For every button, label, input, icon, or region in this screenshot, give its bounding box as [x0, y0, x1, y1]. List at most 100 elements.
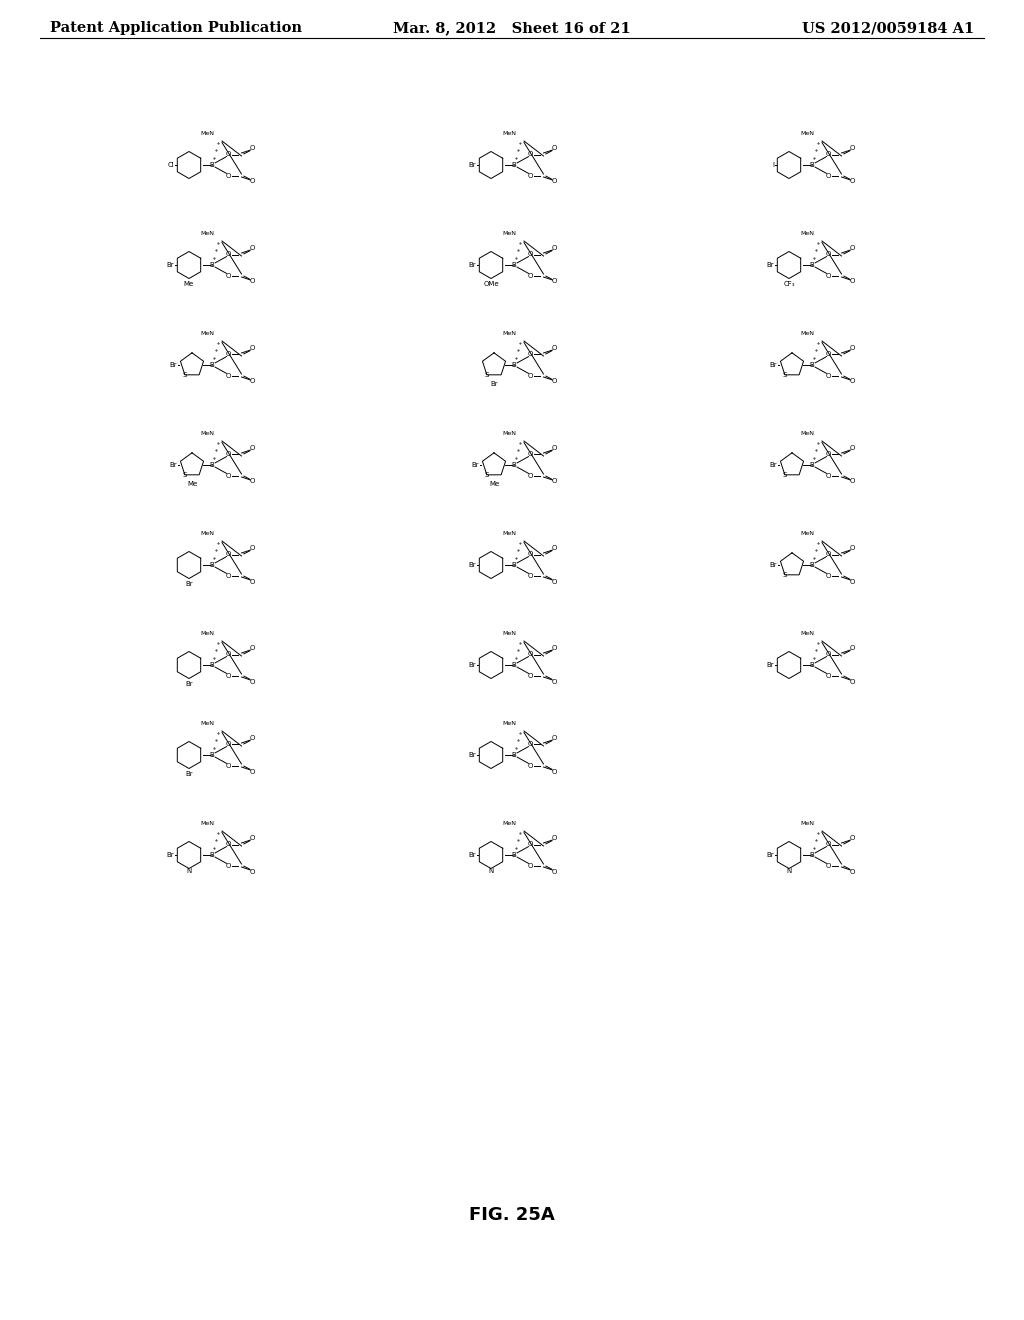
Text: B: B — [809, 663, 814, 668]
Text: O: O — [551, 346, 557, 351]
Text: O: O — [225, 842, 230, 847]
Text: O: O — [849, 379, 855, 384]
Text: MeN: MeN — [503, 721, 516, 726]
Text: Br: Br — [166, 261, 174, 268]
Text: B: B — [809, 162, 814, 168]
Text: O: O — [825, 473, 830, 479]
Text: Br: Br — [169, 462, 177, 469]
Text: O: O — [249, 836, 255, 842]
Text: B: B — [209, 663, 214, 668]
Text: US 2012/0059184 A1: US 2012/0059184 A1 — [802, 21, 974, 36]
Text: B: B — [209, 562, 214, 568]
Text: Br: Br — [468, 851, 476, 858]
Text: O: O — [849, 545, 855, 552]
Text: Br: Br — [766, 261, 774, 268]
Text: O: O — [225, 552, 230, 557]
Text: O: O — [849, 446, 855, 451]
Text: O: O — [849, 578, 855, 585]
Text: MeN: MeN — [503, 231, 516, 236]
Text: O: O — [849, 645, 855, 652]
Text: Br: Br — [769, 462, 777, 469]
Text: O: O — [225, 372, 230, 379]
Text: B: B — [511, 462, 516, 469]
Text: O: O — [249, 279, 255, 285]
Text: O: O — [825, 152, 830, 157]
Text: B: B — [809, 851, 814, 858]
Text: N: N — [488, 867, 494, 874]
Text: O: O — [249, 869, 255, 874]
Text: O: O — [551, 446, 557, 451]
Text: O: O — [527, 763, 532, 768]
Text: O: O — [825, 672, 830, 678]
Text: O: O — [249, 578, 255, 585]
Text: S: S — [182, 471, 187, 478]
Text: B: B — [809, 362, 814, 368]
Text: MeN: MeN — [503, 631, 516, 636]
Text: O: O — [551, 279, 557, 285]
Text: MeN: MeN — [503, 430, 516, 436]
Text: O: O — [225, 451, 230, 458]
Text: S: S — [484, 372, 489, 378]
Text: MeN: MeN — [503, 821, 516, 826]
Text: Br: Br — [769, 562, 777, 568]
Text: O: O — [225, 272, 230, 279]
Text: O: O — [551, 735, 557, 742]
Text: O: O — [249, 678, 255, 685]
Text: Me: Me — [186, 480, 198, 487]
Text: O: O — [249, 478, 255, 484]
Text: Cl: Cl — [167, 162, 174, 168]
Text: N: N — [186, 867, 191, 874]
Text: O: O — [551, 478, 557, 484]
Text: O: O — [551, 246, 557, 252]
Text: O: O — [825, 351, 830, 358]
Text: O: O — [551, 578, 557, 585]
Text: Br: Br — [468, 562, 476, 568]
Text: MeN: MeN — [801, 231, 814, 236]
Text: O: O — [249, 645, 255, 652]
Text: Br: Br — [769, 362, 777, 368]
Text: O: O — [527, 652, 532, 657]
Text: O: O — [249, 178, 255, 185]
Text: B: B — [511, 851, 516, 858]
Text: O: O — [249, 446, 255, 451]
Text: MeN: MeN — [503, 131, 516, 136]
Text: B: B — [511, 663, 516, 668]
Text: O: O — [527, 451, 532, 458]
Text: B: B — [809, 462, 814, 469]
Text: Br: Br — [766, 851, 774, 858]
Text: B: B — [511, 162, 516, 168]
Text: O: O — [551, 379, 557, 384]
Text: O: O — [849, 145, 855, 152]
Text: N: N — [786, 867, 792, 874]
Text: O: O — [225, 152, 230, 157]
Text: O: O — [849, 246, 855, 252]
Text: O: O — [551, 145, 557, 152]
Text: O: O — [249, 545, 255, 552]
Text: O: O — [527, 552, 532, 557]
Text: B: B — [209, 162, 214, 168]
Text: O: O — [527, 252, 532, 257]
Text: O: O — [825, 652, 830, 657]
Text: O: O — [527, 842, 532, 847]
Text: O: O — [849, 346, 855, 351]
Text: O: O — [225, 862, 230, 869]
Text: Br: Br — [185, 771, 193, 777]
Text: O: O — [527, 272, 532, 279]
Text: B: B — [511, 752, 516, 758]
Text: MeN: MeN — [503, 531, 516, 536]
Text: Mar. 8, 2012   Sheet 16 of 21: Mar. 8, 2012 Sheet 16 of 21 — [393, 21, 631, 36]
Text: O: O — [825, 842, 830, 847]
Text: MeN: MeN — [201, 631, 214, 636]
Text: O: O — [527, 672, 532, 678]
Text: O: O — [825, 372, 830, 379]
Text: O: O — [849, 869, 855, 874]
Text: O: O — [551, 768, 557, 775]
Text: O: O — [527, 351, 532, 358]
Text: O: O — [527, 742, 532, 747]
Text: B: B — [209, 462, 214, 469]
Text: O: O — [825, 862, 830, 869]
Text: MeN: MeN — [201, 721, 214, 726]
Text: O: O — [825, 173, 830, 178]
Text: O: O — [225, 252, 230, 257]
Text: Br: Br — [185, 581, 193, 587]
